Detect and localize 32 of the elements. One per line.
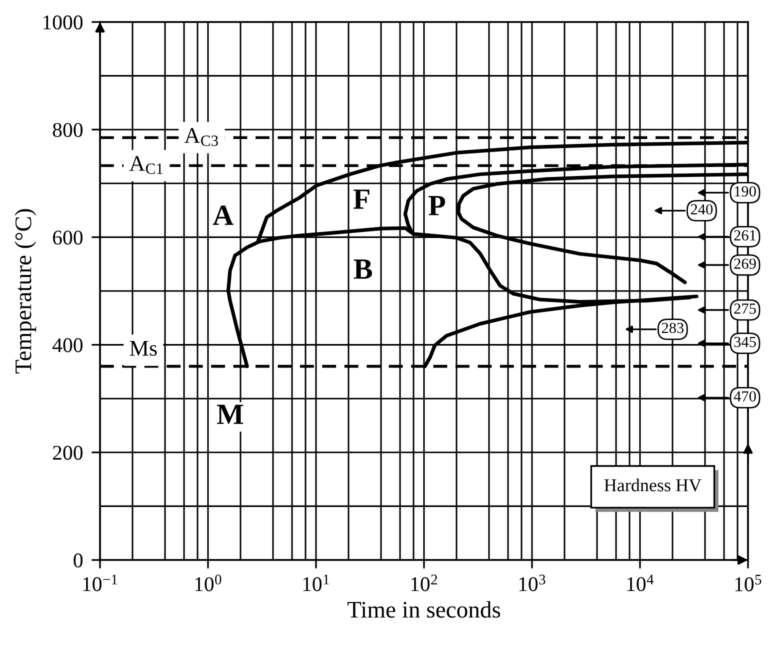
annotation: 275 [734,304,756,314]
annotation: 261 [734,230,756,241]
ref-line-label: A$_{C3}$ [184,128,218,146]
ref-line-label: A$_{C1}$ [129,156,163,174]
annotation: P [428,196,446,216]
ref-line-label: Ms [130,341,157,356]
annotation: 269 [734,258,756,269]
annotation: B [354,260,372,279]
y-tick-label: 200 [53,446,83,460]
y-tick-label: 1000 [44,15,83,30]
y-tick-label: 800 [52,122,83,138]
x-axis-title: Time in seconds [347,601,500,618]
annotation: 470 [734,391,756,402]
annotation: Hardness HV [604,478,702,492]
x-tick-label: 10$^{2}$ [411,574,438,592]
annotation: M [216,404,244,424]
x-tick-label: 10$^{−1}$ [83,574,118,592]
annotation: A [212,206,234,225]
x-tick-label: 10$^{0}$ [195,574,222,592]
annotation: 190 [734,186,756,197]
annotation: 240 [690,204,713,214]
annotation: F [353,190,370,209]
y-tick-label: 0 [74,553,83,568]
x-tick-label: 10$^{3}$ [519,574,546,592]
annotation: 345 [734,336,756,348]
y-tick-label: 400 [52,338,83,352]
y-axis-title: Temperature (°C) [14,209,36,374]
x-tick-label: 10$^{1}$ [303,574,329,592]
annotation: 283 [662,322,684,334]
x-tick-label: 10$^{4}$ [627,574,654,592]
x-tick-label: 10$^{5}$ [735,574,762,592]
y-tick-label: 600 [52,230,83,245]
